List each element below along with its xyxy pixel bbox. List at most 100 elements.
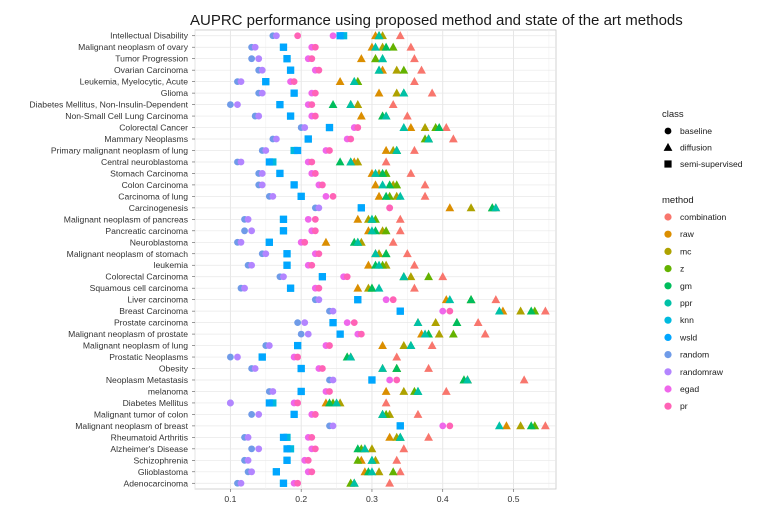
x-tick-label: 0.4 — [437, 494, 449, 504]
data-point-ppr — [374, 283, 384, 292]
data-point-raw — [374, 88, 384, 97]
data-point-randomraw — [329, 376, 337, 384]
data-point-mc — [420, 122, 430, 131]
data-point-random — [248, 411, 256, 418]
y-tick-label: Leukemia, Myelocytic, Acute — [80, 77, 189, 87]
data-point-randomraw — [315, 204, 323, 212]
data-point-ppr — [381, 111, 391, 120]
data-point-random — [226, 353, 234, 361]
data-point-wsld — [354, 296, 362, 304]
data-point-pr — [290, 78, 298, 86]
data-point-ppr — [371, 249, 380, 258]
data-point-wsld — [290, 410, 298, 419]
data-point-gm — [367, 283, 377, 292]
data-point-wsld — [286, 284, 295, 292]
data-point-egad — [322, 192, 330, 200]
data-point-ppr — [346, 352, 356, 361]
data-point-randomraw — [255, 411, 263, 418]
data-point-wsld — [357, 204, 365, 212]
y-tick-label: Malignant neoplasm of breast — [75, 421, 188, 431]
data-point-wsld — [265, 238, 273, 246]
data-point-gm — [353, 444, 363, 453]
data-point-combination — [406, 168, 416, 177]
data-point-wsld — [368, 376, 376, 384]
data-point-gm — [385, 180, 395, 189]
legend-method-label: combination — [680, 212, 727, 222]
data-point-ppr — [420, 329, 430, 338]
data-point-ppr — [378, 363, 387, 372]
data-point-combination — [417, 65, 426, 74]
data-point-raw — [356, 54, 366, 63]
data-point-z — [399, 65, 409, 74]
y-tick-label: Carcinoma of lung — [118, 191, 188, 201]
y-tick-label: Central neuroblastoma — [101, 157, 188, 167]
data-point-pr — [311, 227, 319, 235]
y-tick-label: Ovarian Carcinoma — [114, 65, 188, 75]
data-point-ppr — [378, 409, 387, 418]
data-point-pr — [311, 411, 319, 418]
data-point-pr — [294, 32, 302, 40]
data-point-wsld — [276, 169, 284, 178]
data-point-ppr — [463, 375, 472, 384]
data-point-combination — [395, 214, 405, 223]
y-tick-label: Obesity — [159, 364, 189, 374]
data-point-raw — [385, 432, 395, 441]
legend-method-label: mc — [680, 246, 692, 256]
data-point-raw — [353, 214, 363, 223]
data-point-randomraw — [251, 365, 259, 372]
data-point-randomraw — [234, 101, 241, 108]
data-point-pr — [446, 422, 454, 430]
data-point-randomraw — [241, 284, 248, 292]
data-point-randomraw — [269, 192, 277, 200]
data-point-mc — [406, 272, 416, 281]
data-point-pr — [308, 433, 316, 441]
data-point-combination — [410, 260, 419, 269]
data-point-wsld — [336, 330, 344, 338]
data-point-raw — [378, 340, 387, 349]
legend-method-label: gm — [680, 281, 692, 291]
data-point-wsld — [279, 227, 288, 235]
y-tick-label: Malignant neoplasm of ovary — [78, 42, 189, 52]
data-point-random — [297, 330, 305, 338]
data-point-randomraw — [258, 181, 266, 189]
data-point-raw — [356, 111, 366, 120]
legend-method-label: egad — [680, 384, 699, 394]
data-point-ppr — [332, 398, 341, 407]
data-point-wsld — [279, 479, 288, 487]
data-point-randomraw — [255, 445, 263, 453]
legend-color-key — [664, 213, 672, 221]
data-point-pr — [326, 342, 333, 349]
chart-title: AUPRC performance using proposed method … — [190, 12, 683, 29]
data-point-combination — [388, 99, 398, 108]
data-point-combination — [381, 157, 391, 166]
data-point-wsld — [265, 399, 273, 407]
y-tick-label: Non-Small Cell Lung Carcinoma — [65, 111, 188, 121]
data-point-raw — [445, 203, 455, 212]
data-point-combination — [388, 237, 398, 246]
data-point-wsld — [283, 250, 291, 258]
data-point-wsld — [336, 32, 344, 40]
legend-method-label: pr — [680, 401, 688, 411]
legend-color-key — [664, 368, 672, 376]
data-point-combination — [427, 88, 437, 97]
data-point-wsld — [396, 307, 404, 315]
data-point-ppr — [349, 478, 359, 487]
data-point-randomraw — [248, 261, 256, 269]
legend-square-key — [664, 160, 672, 168]
data-point-mc — [353, 99, 363, 108]
data-point-randomraw — [244, 215, 252, 223]
data-point-egad — [343, 319, 351, 327]
legend-method-label: ppr — [680, 298, 693, 308]
data-point-gm — [434, 122, 444, 131]
data-point-pr — [315, 66, 323, 74]
data-point-egad — [386, 376, 394, 384]
y-tick-label: Mammary Neoplasms — [104, 134, 188, 144]
data-point-combination — [540, 421, 550, 430]
y-tick-label: Adenocarcinoma — [124, 478, 189, 488]
data-point-random — [248, 55, 256, 63]
data-point-pr — [311, 112, 319, 120]
data-point-pr — [311, 445, 319, 453]
legend-circle-key — [664, 127, 672, 135]
y-tick-label: Intellectual Disability — [110, 31, 189, 41]
y-tick-label: Malignant neoplasm of pancreas — [64, 214, 188, 224]
